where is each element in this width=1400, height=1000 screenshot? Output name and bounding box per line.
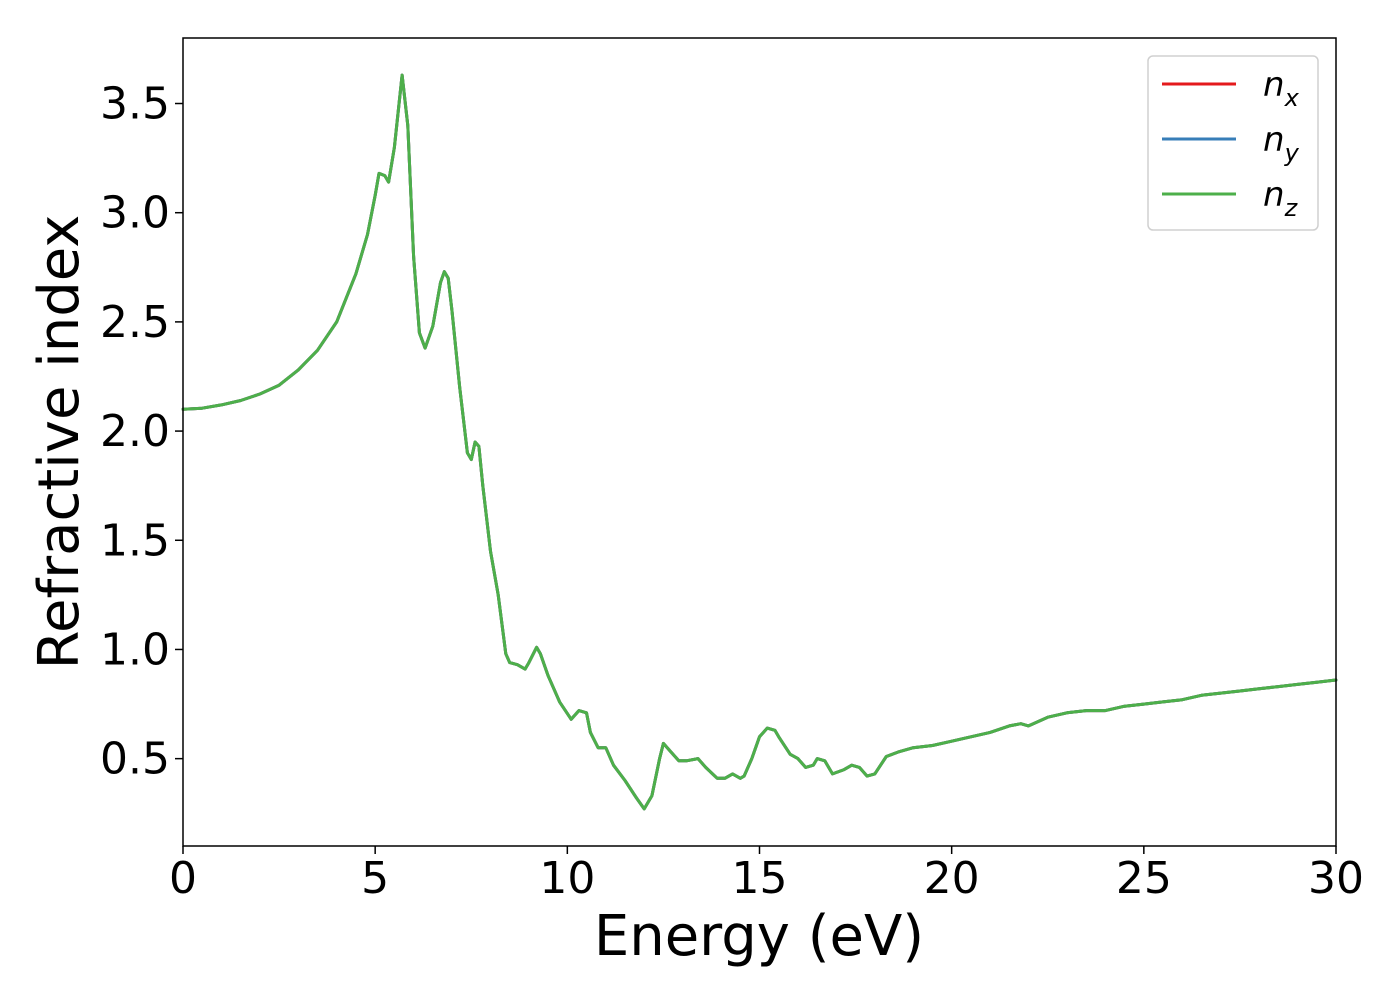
y-tick-label: 0.5 bbox=[100, 734, 170, 785]
series-line-nz bbox=[181, 73, 1338, 811]
x-tick-label: 30 bbox=[1308, 853, 1364, 904]
y-tick-label: 2.0 bbox=[100, 406, 170, 457]
series-layer bbox=[181, 73, 1338, 811]
y-axis-label: Refractive index bbox=[27, 215, 92, 670]
y-axis-ticks: 0.5 1.0 1.5 2.0 2.5 3.0 3.5 bbox=[100, 79, 183, 785]
y-tick-label: 1.0 bbox=[100, 624, 170, 675]
x-tick-label: 5 bbox=[361, 853, 389, 904]
legend-box bbox=[1147, 55, 1319, 231]
x-tick-label: 15 bbox=[732, 853, 788, 904]
y-tick-label: 3.5 bbox=[100, 79, 170, 130]
x-axis-label: Energy (eV) bbox=[594, 904, 924, 969]
y-tick-label: 2.5 bbox=[100, 297, 170, 348]
x-axis-ticks: 0 5 10 15 20 25 30 bbox=[169, 846, 1364, 904]
x-tick-label: 10 bbox=[539, 853, 595, 904]
y-tick-label: 3.0 bbox=[100, 188, 170, 239]
x-tick-label: 0 bbox=[169, 853, 197, 904]
x-tick-label: 20 bbox=[924, 853, 980, 904]
x-tick-label: 25 bbox=[1116, 853, 1172, 904]
y-tick-label: 1.5 bbox=[100, 515, 170, 566]
plot-background bbox=[183, 38, 1336, 846]
